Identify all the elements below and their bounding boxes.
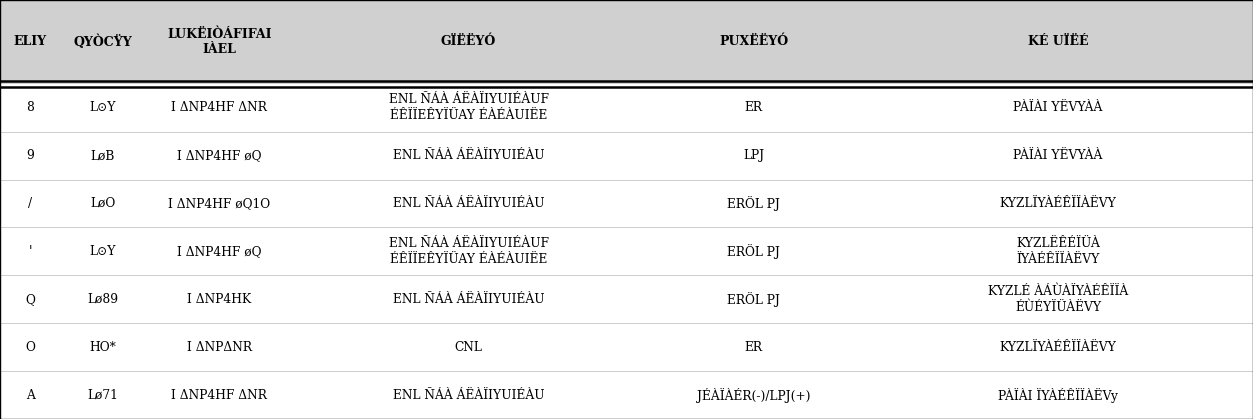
Text: L⊙Y: L⊙Y [89, 101, 117, 114]
Text: KYZLÏYÀÉÊÏÏÀËVY: KYZLÏYÀÉÊÏÏÀËVY [1000, 341, 1116, 354]
Text: CNL: CNL [455, 341, 482, 354]
Text: PÀÏÀI ÏYÀÉÊÏÏÀËVy: PÀÏÀI ÏYÀÉÊÏÏÀËVy [999, 388, 1118, 403]
Text: ENL ÑÁÀ ÁËÀÏIYUIÉÀU: ENL ÑÁÀ ÁËÀÏIYUIÉÀU [392, 293, 545, 306]
Text: JÉÀÏÀÉR(-)/LPJ(+): JÉÀÏÀÉR(-)/LPJ(+) [697, 388, 811, 403]
Text: I ΔNPΔNR: I ΔNPΔNR [187, 341, 252, 354]
Text: 8: 8 [26, 101, 34, 114]
Text: PÀÏÀI YËVYÀÀ: PÀÏÀI YËVYÀÀ [1014, 149, 1103, 162]
Text: LøO: LøO [90, 197, 115, 210]
Text: ERÖL PJ: ERÖL PJ [727, 292, 781, 307]
Text: O: O [25, 341, 35, 354]
Text: KYZLÉ ÀÁÙÀÏYÀÉÊÏÏÀ
ÉÙÉYÏÜÀËVY: KYZLÉ ÀÁÙÀÏYÀÉÊÏÏÀ ÉÙÉYÏÜÀËVY [989, 285, 1128, 313]
Text: ERÖL PJ: ERÖL PJ [727, 196, 781, 211]
Text: KYZLËÊÉÏÜÀ
ÏYÀÉÊÏÏÀËVY: KYZLËÊÉÏÜÀ ÏYÀÉÊÏÏÀËVY [1016, 237, 1100, 266]
Text: I ΔNP4HF ΔNR: I ΔNP4HF ΔNR [172, 388, 267, 401]
Text: I ΔNP4HF øQ1O: I ΔNP4HF øQ1O [168, 197, 271, 210]
Text: ': ' [29, 245, 31, 258]
Text: I ΔNP4HK: I ΔNP4HK [187, 293, 252, 306]
Text: Lø89: Lø89 [88, 293, 118, 306]
Text: I ΔNP4HF øQ: I ΔNP4HF øQ [177, 245, 262, 258]
Text: GÏËËYÓ: GÏËËYÓ [441, 35, 496, 49]
Text: I ΔNP4HF øQ: I ΔNP4HF øQ [177, 149, 262, 162]
Bar [0, 0, 1253, 84]
Text: ER: ER [744, 341, 763, 354]
Text: PÀÏÀI YËVYÀÀ: PÀÏÀI YËVYÀÀ [1014, 101, 1103, 114]
Text: ENL ÑÁÀ ÁËÀÏIYUIÉÀU: ENL ÑÁÀ ÁËÀÏIYUIÉÀU [392, 197, 545, 210]
Text: ENL ÑÁÀ ÁËÀÏIYUIÉÀU: ENL ÑÁÀ ÁËÀÏIYUIÉÀU [392, 149, 545, 162]
Text: A: A [25, 388, 35, 401]
Text: Q: Q [25, 293, 35, 306]
Text: LøB: LøB [90, 149, 115, 162]
Text: ER: ER [744, 101, 763, 114]
Text: QYÒCŸY: QYÒCŸY [74, 35, 132, 49]
Text: PUXËËYÓ: PUXËËYÓ [719, 35, 788, 49]
Text: KYZLÏYÀÉÊÏÏÀËVY: KYZLÏYÀÉÊÏÏÀËVY [1000, 197, 1116, 210]
Text: ERÖL PJ: ERÖL PJ [727, 244, 781, 259]
Text: LPJ: LPJ [743, 149, 764, 162]
Text: ELIY: ELIY [14, 35, 46, 49]
Text: L⊙Y: L⊙Y [89, 245, 117, 258]
Text: 9: 9 [26, 149, 34, 162]
Text: ENL ÑÁÀ ÁËÀÏIYUIÉÀUF
ÉÊÏÏEÊYÏÜAY ÉÀÉÀUIËE: ENL ÑÁÀ ÁËÀÏIYUIÉÀUF ÉÊÏÏEÊYÏÜAY ÉÀÉÀUIË… [388, 237, 549, 266]
Text: LUKËIÒÁFIFAI
IÀEL: LUKËIÒÁFIFAI IÀEL [167, 28, 272, 56]
Text: /: / [28, 197, 33, 210]
Text: I ΔNP4HF ΔNR: I ΔNP4HF ΔNR [172, 101, 267, 114]
Text: ENL ÑÁÀ ÁËÀÏIYUIÉÀU: ENL ÑÁÀ ÁËÀÏIYUIÉÀU [392, 388, 545, 401]
Text: ENL ÑÁÀ ÁËÀÏIYUIÉÀUF
ÉÊÏÏEÊYÏÜAY ÉÀÉÀUIËE: ENL ÑÁÀ ÁËÀÏIYUIÉÀUF ÉÊÏÏEÊYÏÜAY ÉÀÉÀUIË… [388, 93, 549, 122]
Text: KÉ UÏËÉ: KÉ UÏËÉ [1027, 35, 1089, 49]
Text: Lø71: Lø71 [88, 388, 118, 401]
Text: HO*: HO* [89, 341, 117, 354]
